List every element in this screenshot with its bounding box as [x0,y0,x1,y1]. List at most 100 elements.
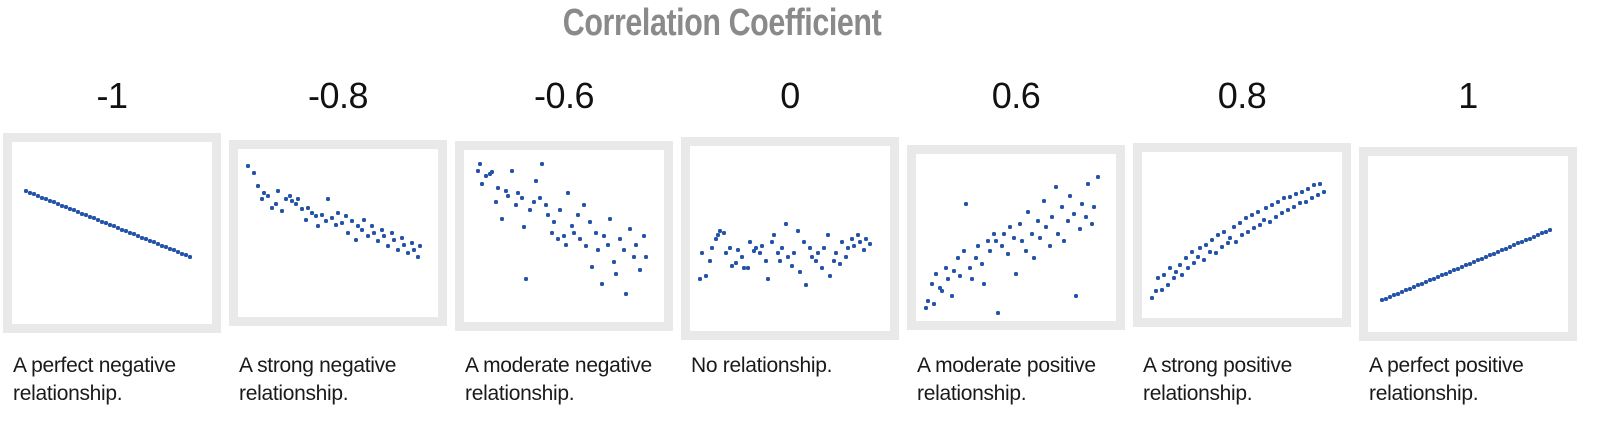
data-point [386,244,390,249]
data-point [1042,198,1046,203]
data-point [772,232,776,237]
data-point [730,264,734,269]
plot-area [916,154,1116,321]
data-point [376,239,380,244]
data-point [500,216,504,221]
data-point [778,258,782,263]
data-point [1054,185,1058,190]
data-point [416,254,420,259]
data-point [276,189,280,193]
data-point [494,199,498,204]
data-point [316,224,320,229]
captions-row: A perfect negative relationship. A strong… [3,352,1577,408]
data-point [294,202,298,207]
data-point [952,268,956,273]
data-point [1056,232,1060,237]
data-point [56,201,60,206]
data-point [334,222,338,227]
data-point [1436,274,1440,279]
data-point [350,219,354,224]
data-point [1020,238,1024,243]
data-point [776,251,780,256]
data-point [156,241,160,246]
data-point [1448,269,1452,274]
data-point [76,209,80,214]
data-point [608,216,612,221]
data-point [136,233,140,238]
data-point [148,238,152,243]
data-point [582,203,586,208]
data-point [396,247,400,252]
data-point [1210,237,1214,242]
data-point [112,224,116,229]
data-point [506,194,510,199]
data-point [606,242,610,247]
data-point [1154,289,1158,294]
data-point [758,251,762,256]
data-point [844,255,848,259]
data-point [1264,206,1268,211]
data-point [80,211,84,216]
data-point [104,221,108,226]
data-point [360,227,364,232]
scatter-plot-panel [907,145,1125,330]
data-point [1520,239,1524,244]
data-point [152,240,156,245]
data-point [838,262,842,267]
data-point [516,191,520,195]
caption: No relationship. [691,354,833,377]
r-value-labels-row: -1 -0.8 -0.6 0 0.6 0.8 1 [3,74,1577,118]
data-point [380,227,384,232]
data-point [832,258,836,263]
data-point [556,237,560,242]
data-point [1174,269,1178,274]
data-point [132,232,136,237]
data-point [1032,255,1036,260]
data-point [1476,258,1480,263]
data-point [1270,203,1274,208]
data-point [718,229,722,234]
data-point [1062,238,1066,243]
data-point [488,172,492,177]
plot-area [1368,156,1568,332]
data-point [44,197,48,202]
data-point [1428,278,1432,283]
data-point [1014,272,1018,277]
data-point [1274,214,1278,219]
data-point [1066,218,1070,223]
data-point [1480,256,1484,261]
data-point [1096,175,1100,180]
data-point [300,207,304,212]
data-point [1162,272,1166,277]
plot-area [238,149,438,317]
data-point [306,205,310,210]
data-point [796,229,800,234]
data-point [480,182,484,187]
data-point [1396,291,1400,296]
data-point [124,229,128,234]
data-point [1536,233,1540,238]
data-point [1050,215,1054,220]
data-point [1160,287,1164,292]
data-point [1500,248,1504,253]
data-point [934,272,938,277]
data-point [392,237,396,242]
data-point [60,203,64,208]
data-point [810,255,814,259]
data-point [1472,259,1476,264]
data-point [956,255,960,260]
data-point [1198,246,1202,251]
data-point [346,231,350,235]
data-point [1384,296,1388,301]
data-point [546,213,550,218]
data-point [1184,256,1188,261]
data-point [1044,225,1048,230]
data-point [1516,241,1520,246]
data-point [246,163,250,168]
data-point [1018,222,1022,227]
data-point [740,255,744,259]
scatter-plot-panel [1133,143,1351,327]
data-point [1310,196,1314,201]
data-point [1292,204,1296,209]
data-point [1222,229,1226,234]
